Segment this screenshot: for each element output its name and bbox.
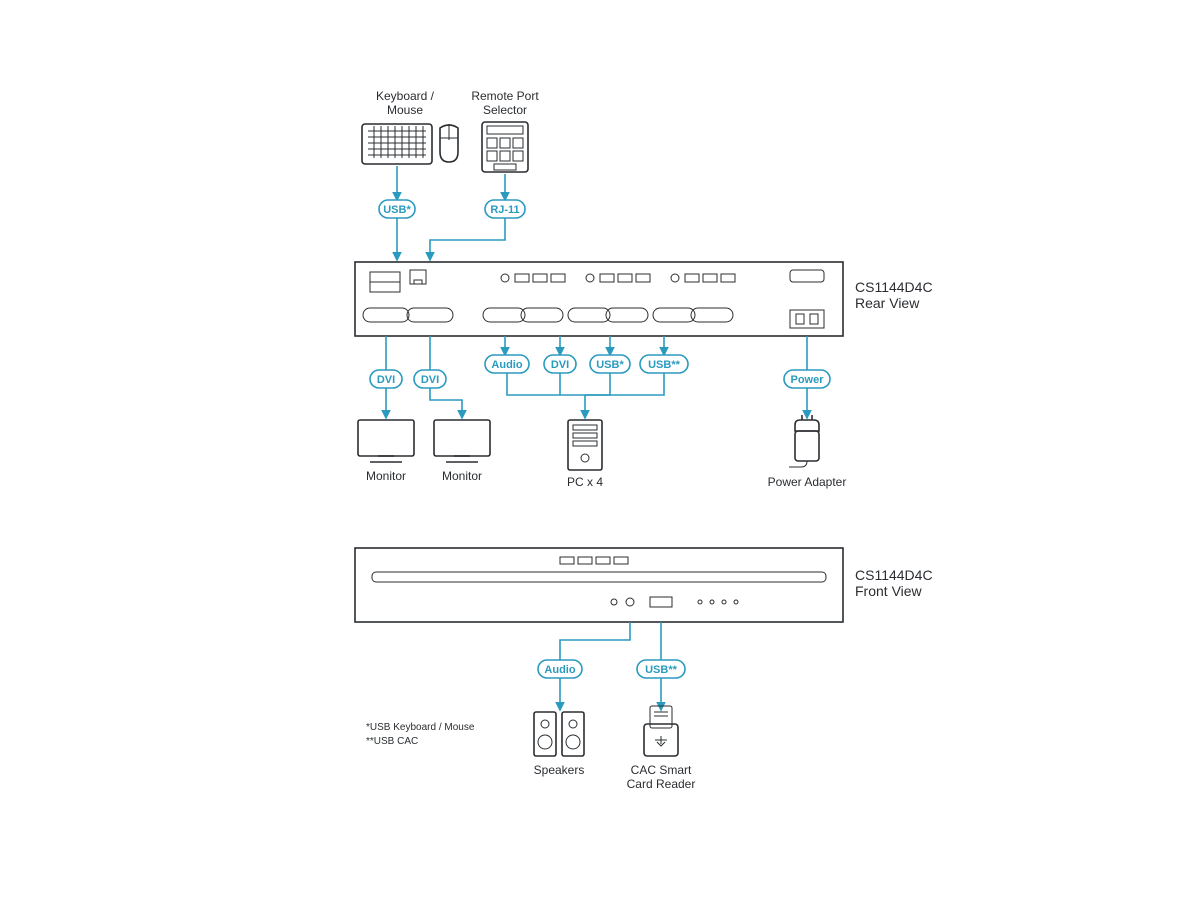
mouse-icon bbox=[440, 124, 458, 162]
front-view-device bbox=[355, 548, 843, 622]
remote-selector-label-1: Remote Port bbox=[471, 89, 539, 103]
keyboard-mouse-label-2: Mouse bbox=[387, 103, 423, 117]
rear-view-device bbox=[355, 262, 843, 336]
speakers-label: Speakers bbox=[534, 763, 585, 777]
power-adapter-label: Power Adapter bbox=[768, 475, 847, 489]
pill-audio-rear: Audio bbox=[491, 359, 522, 371]
monitor-a-icon bbox=[358, 420, 414, 462]
pill-dvi-a: DVI bbox=[377, 374, 395, 386]
pill-dvi-b: DVI bbox=[421, 374, 439, 386]
keyboard-icon bbox=[362, 124, 432, 164]
remote-selector-icon bbox=[482, 122, 528, 172]
monitor-b-icon bbox=[434, 420, 490, 462]
pill-usb-front: USB** bbox=[645, 664, 678, 676]
remote-selector-label-2: Selector bbox=[483, 103, 527, 117]
keyboard-mouse-label-1: Keyboard / bbox=[376, 89, 435, 103]
pc-icon bbox=[568, 420, 602, 470]
pill-rj11: RJ-11 bbox=[490, 204, 519, 216]
pill-audio-front: Audio bbox=[544, 664, 575, 676]
rear-title-1: CS1144D4C bbox=[855, 279, 933, 295]
pill-dvi-c: DVI bbox=[551, 359, 569, 371]
cac-label-1: CAC Smart bbox=[631, 763, 692, 777]
power-adapter-icon bbox=[789, 415, 819, 467]
front-title-1: CS1144D4C bbox=[855, 567, 933, 583]
monitor-a-label: Monitor bbox=[366, 469, 406, 483]
pill-usb-top: USB* bbox=[383, 204, 411, 216]
rear-title-2: Rear View bbox=[855, 295, 920, 311]
footnote-1: *USB Keyboard / Mouse bbox=[366, 722, 475, 733]
speakers-icon bbox=[534, 712, 584, 756]
front-title-2: Front View bbox=[855, 583, 923, 599]
footnote-2: **USB CAC bbox=[366, 736, 418, 747]
connection-diagram: Keyboard / Mouse Remote Port Selector bbox=[0, 0, 1200, 900]
pc-label: PC x 4 bbox=[567, 475, 603, 489]
cac-label-2: Card Reader bbox=[627, 777, 696, 791]
monitor-b-label: Monitor bbox=[442, 469, 482, 483]
cac-reader-icon bbox=[644, 706, 678, 756]
pill-usb2: USB** bbox=[648, 359, 681, 371]
pill-usb1: USB* bbox=[596, 359, 624, 371]
pill-power: Power bbox=[790, 374, 824, 386]
